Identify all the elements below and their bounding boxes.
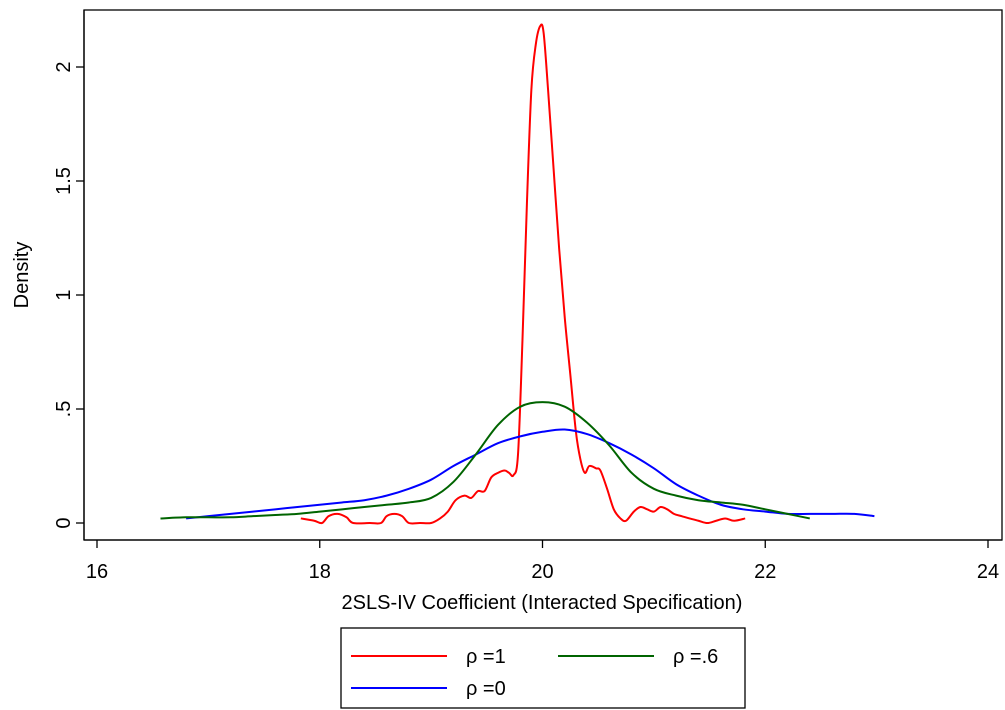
series-line-3 xyxy=(160,401,811,520)
legend-label: ρ =0 xyxy=(466,678,506,700)
series-line-1 xyxy=(300,23,746,525)
series-line-2 xyxy=(185,428,875,520)
x-tick-label: 24 xyxy=(977,561,999,583)
x-tick-label: 22 xyxy=(754,561,776,583)
legend-label: ρ =.6 xyxy=(673,646,718,668)
plot-frame xyxy=(83,9,1003,541)
y-tick-label: 1 xyxy=(53,289,75,300)
x-axis: 16 18 20 22 24 xyxy=(84,539,1002,583)
legend: ρ =1 ρ =.6 ρ =0 xyxy=(340,627,746,709)
y-axis-title: Density xyxy=(11,242,33,309)
y-tick-label: .5 xyxy=(53,401,75,418)
series-lines xyxy=(160,23,875,525)
legend-label: ρ =1 xyxy=(466,646,506,668)
y-axis: 0 .5 1 1.5 2 xyxy=(53,10,85,540)
y-tick-label: 2 xyxy=(53,61,75,72)
y-tick-label: 1.5 xyxy=(53,167,75,195)
y-tick-label: 0 xyxy=(53,517,75,528)
legend-box xyxy=(340,627,746,709)
x-tick-label: 18 xyxy=(309,561,331,583)
x-tick-label: 20 xyxy=(531,561,553,583)
x-tick-label: 16 xyxy=(86,561,108,583)
x-axis-title: 2SLS-IV Coefficient (Interacted Specific… xyxy=(342,592,743,614)
